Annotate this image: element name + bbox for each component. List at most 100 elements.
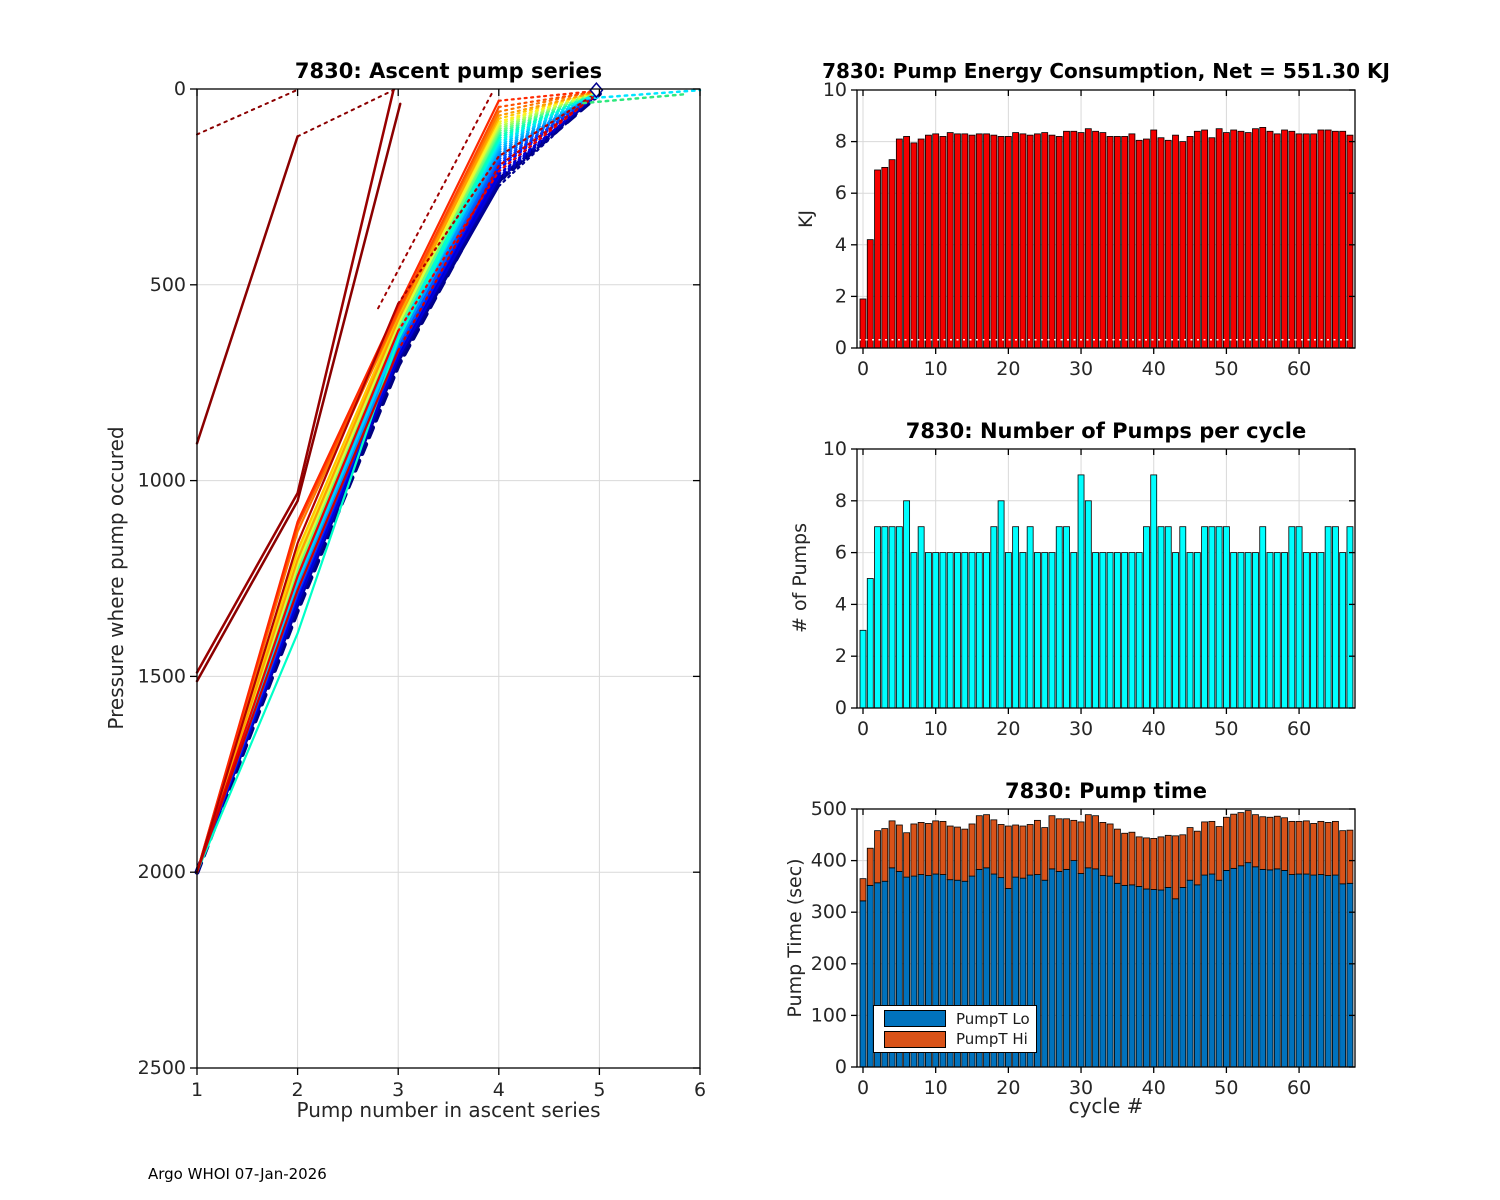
bar-lo bbox=[1099, 875, 1107, 1068]
cycle-line-dotted bbox=[497, 89, 601, 145]
bar-hi bbox=[1208, 820, 1216, 875]
bar-lo bbox=[1193, 884, 1201, 1068]
ascent-xaxis-label: Pump number in ascent series bbox=[296, 1098, 601, 1122]
bar-hi bbox=[1215, 826, 1223, 881]
bar bbox=[1266, 552, 1274, 709]
bar bbox=[1121, 552, 1129, 709]
bar bbox=[1252, 128, 1259, 349]
bar bbox=[1252, 552, 1259, 709]
bar bbox=[1193, 130, 1201, 349]
bar-hi bbox=[895, 824, 903, 872]
bar bbox=[1070, 130, 1078, 349]
bar-lo bbox=[1259, 868, 1267, 1068]
bar bbox=[1099, 132, 1107, 349]
bar bbox=[917, 138, 925, 349]
bar-lo bbox=[1230, 867, 1238, 1068]
cycle-line-dotted bbox=[497, 90, 601, 117]
x-tick-label: 60 bbox=[1287, 718, 1311, 740]
bar bbox=[1084, 128, 1092, 349]
bar bbox=[1244, 132, 1252, 349]
pump-series-lines bbox=[194, 88, 702, 875]
x-tick-label: 40 bbox=[1142, 358, 1166, 380]
cycle-line-dotted bbox=[582, 92, 689, 105]
bar bbox=[1121, 136, 1129, 349]
bar bbox=[1019, 552, 1027, 709]
y-tick-label: 0 bbox=[835, 337, 847, 359]
bar bbox=[961, 552, 969, 709]
bar bbox=[903, 500, 911, 709]
bar-hi bbox=[1077, 821, 1085, 874]
bar bbox=[1048, 134, 1056, 349]
bar bbox=[925, 552, 932, 709]
cycle-line-dotted bbox=[497, 90, 601, 128]
cycle-line bbox=[195, 137, 500, 874]
bar-hi bbox=[1092, 815, 1099, 870]
bar bbox=[1215, 128, 1223, 349]
bar bbox=[1157, 137, 1165, 349]
x-tick-label: 5 bbox=[593, 1079, 605, 1101]
bar bbox=[1150, 474, 1158, 709]
bar bbox=[954, 552, 961, 709]
y-tick-label: 300 bbox=[811, 901, 847, 923]
bar-hi bbox=[1295, 820, 1303, 875]
y-tick-label: 200 bbox=[811, 953, 847, 975]
bar bbox=[1041, 132, 1049, 349]
bar bbox=[1048, 552, 1056, 709]
x-tick-label: 10 bbox=[924, 718, 948, 740]
x-tick-label: 30 bbox=[1069, 358, 1093, 380]
bar-hi bbox=[1121, 832, 1129, 886]
bar-lo bbox=[1302, 873, 1310, 1068]
bar bbox=[866, 239, 874, 349]
bar-lo bbox=[1048, 868, 1056, 1068]
bar-hi bbox=[1324, 822, 1332, 876]
bar bbox=[1201, 526, 1208, 709]
bar bbox=[1164, 139, 1172, 349]
bar bbox=[1237, 130, 1245, 349]
bar-lo bbox=[1150, 889, 1158, 1068]
bar-lo bbox=[1186, 879, 1194, 1068]
cycle-line-dotted bbox=[497, 89, 601, 123]
bar bbox=[881, 166, 889, 349]
bar-lo bbox=[1223, 870, 1230, 1068]
bar-hi bbox=[925, 823, 932, 876]
bar-hi bbox=[1201, 821, 1208, 876]
bar bbox=[1070, 552, 1078, 709]
pumptime-chart-title: 7830: Pump time bbox=[1004, 779, 1208, 803]
bar-lo bbox=[1281, 870, 1288, 1068]
x-tick-label: 50 bbox=[1214, 358, 1238, 380]
pumpt-lo-swatch-icon bbox=[884, 1010, 946, 1028]
bar-hi bbox=[1157, 836, 1165, 891]
bar bbox=[1346, 134, 1354, 349]
bar-hi bbox=[1084, 814, 1092, 869]
energy-chart-title: 7830: Pump Energy Consumption, Net = 551… bbox=[822, 59, 1390, 83]
npumps-yaxis-label: # of Pumps bbox=[789, 523, 811, 633]
bar bbox=[1135, 552, 1143, 709]
bar bbox=[1026, 526, 1034, 709]
axes-box bbox=[856, 89, 1356, 349]
bar bbox=[1208, 526, 1216, 709]
bar bbox=[910, 142, 918, 349]
y-tick-label: 4 bbox=[835, 234, 847, 256]
bar bbox=[990, 134, 998, 349]
cycle-line bbox=[195, 99, 500, 874]
bar bbox=[1004, 552, 1012, 709]
bar bbox=[939, 552, 947, 709]
bar bbox=[961, 133, 969, 349]
x-tick-label: 40 bbox=[1142, 718, 1166, 740]
bar bbox=[1041, 552, 1049, 709]
bar-hi bbox=[946, 825, 954, 881]
bar bbox=[1281, 129, 1288, 349]
bar-hi bbox=[1048, 815, 1056, 870]
bar-hi bbox=[1041, 827, 1049, 881]
bar bbox=[1077, 474, 1085, 709]
y-tick-label: 6 bbox=[835, 542, 847, 564]
bar-lo bbox=[1121, 884, 1129, 1068]
bar-hi bbox=[1230, 813, 1238, 869]
bar bbox=[1026, 134, 1034, 349]
cycle-line bbox=[195, 302, 400, 874]
bar bbox=[1317, 552, 1325, 709]
bar-hi bbox=[932, 820, 940, 875]
cycle-line-dotted bbox=[196, 88, 299, 136]
bar-lo bbox=[1055, 871, 1063, 1068]
